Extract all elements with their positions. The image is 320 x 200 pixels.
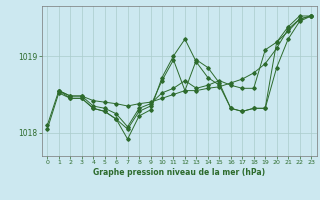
X-axis label: Graphe pression niveau de la mer (hPa): Graphe pression niveau de la mer (hPa): [93, 168, 265, 177]
